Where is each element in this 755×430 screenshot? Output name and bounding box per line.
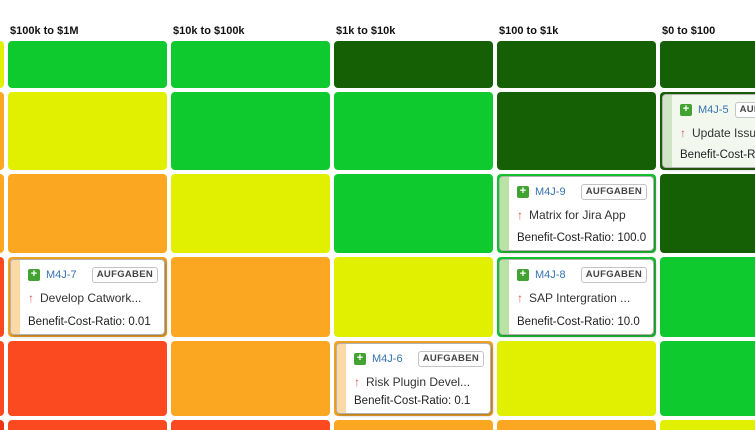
card-summary-row: ↑ Update Issue <box>680 126 755 140</box>
matrix-cell <box>334 174 493 253</box>
benefit-cost-ratio: Benefit-Cost-Ratio: 100.0 <box>517 232 647 244</box>
matrix-cell <box>497 92 656 170</box>
priority-up-icon: ↑ <box>517 208 523 222</box>
matrix-grid: + M4J-5 AUFGABEN ↑ Update Issue Benefit-Cost-… <box>0 41 755 430</box>
issue-key-link[interactable]: M4J-6 <box>372 353 403 365</box>
matrix-cell <box>171 341 330 416</box>
plus-icon: + <box>28 269 40 281</box>
priority-up-icon: ↑ <box>680 126 686 140</box>
plus-icon: + <box>517 186 529 198</box>
matrix-cell <box>171 257 330 337</box>
matrix-cell <box>171 420 330 430</box>
issue-key-link[interactable]: M4J-5 <box>698 104 729 116</box>
matrix-cell <box>660 174 755 253</box>
label-badge: AUFGABEN <box>417 351 484 367</box>
matrix-cell <box>334 420 493 430</box>
issue-card-m4j-7[interactable]: + M4J-7 AUFGABEN ↑ Develop Catwork... Benefit… <box>10 259 165 335</box>
card-status-strip <box>11 260 20 334</box>
issue-summary: SAP Intergration ... <box>529 291 631 305</box>
matrix-cell: + M4J-8 AUFGABEN ↑ SAP Intergration ... Benef… <box>497 257 656 337</box>
label-badge: AUFGABEN <box>91 267 158 283</box>
plus-icon: + <box>517 269 529 281</box>
card-summary-row: ↑ SAP Intergration ... <box>517 291 647 305</box>
column-header: $10k to $100k <box>173 25 245 37</box>
matrix-cell: + M4J-9 AUFGABEN ↑ Matrix for Jira App Benefi… <box>497 174 656 253</box>
matrix-cell-offscreen <box>0 41 4 88</box>
matrix-cell <box>660 257 755 337</box>
issue-key-link[interactable]: M4J-9 <box>535 186 566 198</box>
matrix-cell <box>8 420 167 430</box>
matrix-cell-offscreen <box>0 92 4 170</box>
label-badge: AUFGABEN <box>734 102 755 118</box>
benefit-cost-ratio: Benefit-Cost-Ratio: 0.01 <box>28 316 151 328</box>
plus-icon: + <box>680 104 692 116</box>
card-summary-row: ↑ Risk Plugin Devel... <box>354 375 484 389</box>
card-summary-row: ↑ Develop Catwork... <box>28 291 158 305</box>
matrix-cell: + M4J-6 AUFGABEN ↑ Risk Plugin Devel... Benef… <box>334 341 493 416</box>
issue-card-m4j-6[interactable]: + M4J-6 AUFGABEN ↑ Risk Plugin Devel... Benef… <box>336 343 491 414</box>
matrix-cell <box>497 420 656 430</box>
matrix-cell <box>8 41 167 88</box>
matrix-cell-offscreen <box>0 341 4 416</box>
column-header: $100k to $1M <box>10 25 79 37</box>
matrix-cell-offscreen <box>0 174 4 253</box>
card-header-row: + M4J-8 AUFGABEN <box>517 267 647 283</box>
matrix-cell <box>8 341 167 416</box>
matrix-cell <box>334 257 493 337</box>
matrix-cell <box>660 420 755 430</box>
matrix-cell <box>171 92 330 170</box>
matrix-cell <box>660 341 755 416</box>
issue-key-link[interactable]: M4J-7 <box>46 269 77 281</box>
matrix-cell <box>660 41 755 88</box>
issue-summary: Matrix for Jira App <box>529 208 626 222</box>
issue-key-link[interactable]: M4J-8 <box>535 269 566 281</box>
card-status-strip <box>500 177 509 250</box>
matrix-cell <box>334 41 493 88</box>
matrix-cell <box>497 41 656 88</box>
issue-card-m4j-8[interactable]: + M4J-8 AUFGABEN ↑ SAP Intergration ... Benef… <box>499 259 654 335</box>
label-badge: AUFGABEN <box>580 267 647 283</box>
card-header-row: + M4J-7 AUFGABEN <box>28 267 158 283</box>
matrix-cell <box>8 92 167 170</box>
matrix-cell-offscreen <box>0 420 4 430</box>
matrix-cell <box>8 174 167 253</box>
priority-up-icon: ↑ <box>354 375 360 389</box>
matrix-cell <box>497 341 656 416</box>
card-status-strip <box>337 344 346 413</box>
card-status-strip <box>663 95 672 167</box>
matrix-cell: + M4J-5 AUFGABEN ↑ Update Issue Benefit-Cost-… <box>660 92 755 170</box>
label-badge: AUFGABEN <box>580 184 647 200</box>
issue-summary: Risk Plugin Devel... <box>366 375 471 389</box>
priority-up-icon: ↑ <box>28 291 34 305</box>
plus-icon: + <box>354 353 366 365</box>
issue-card-m4j-5[interactable]: + M4J-5 AUFGABEN ↑ Update Issue Benefit-Cost-… <box>662 94 755 168</box>
column-header: $0 to $100 <box>662 25 716 37</box>
column-header: $1k to $10k <box>336 25 396 37</box>
matrix-cell-offscreen <box>0 257 4 337</box>
matrix-cell <box>334 92 493 170</box>
matrix-cell <box>171 174 330 253</box>
matrix-cell <box>171 41 330 88</box>
card-header-row: + M4J-9 AUFGABEN <box>517 184 647 200</box>
card-header-row: + M4J-6 AUFGABEN <box>354 351 484 367</box>
column-header: $100 to $1k <box>499 25 559 37</box>
issue-summary: Update Issue <box>692 126 755 140</box>
issue-card-m4j-9[interactable]: + M4J-9 AUFGABEN ↑ Matrix for Jira App Benefi… <box>499 176 654 251</box>
card-header-row: + M4J-5 AUFGABEN <box>680 102 755 118</box>
priority-up-icon: ↑ <box>517 291 523 305</box>
matrix-cell: + M4J-7 AUFGABEN ↑ Develop Catwork... Benefit… <box>8 257 167 337</box>
card-status-strip <box>500 260 509 334</box>
benefit-cost-ratio: Benefit-Cost-Ratio: <box>680 149 755 161</box>
benefit-cost-ratio: Benefit-Cost-Ratio: 0.1 <box>354 395 471 407</box>
benefit-cost-ratio: Benefit-Cost-Ratio: 10.0 <box>517 316 640 328</box>
card-summary-row: ↑ Matrix for Jira App <box>517 208 647 222</box>
issue-summary: Develop Catwork... <box>40 291 142 305</box>
